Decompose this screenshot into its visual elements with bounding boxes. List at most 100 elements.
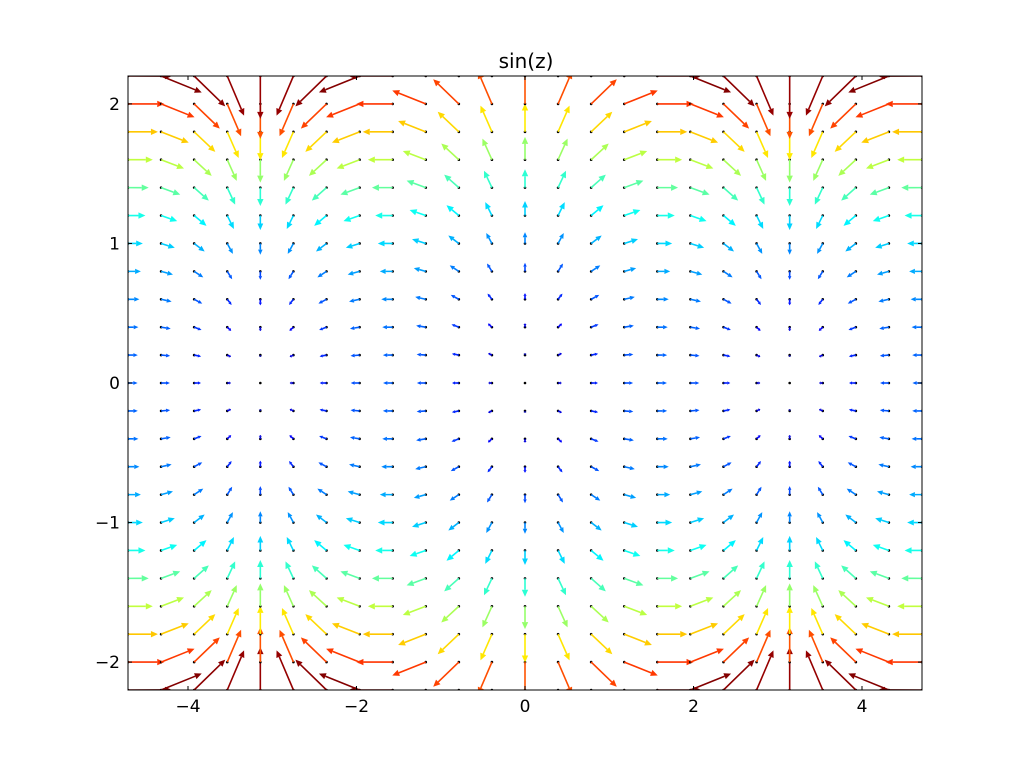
- quiver-arrow: [848, 325, 858, 331]
- arrow-head: [228, 461, 232, 465]
- arrow-head: [561, 138, 568, 147]
- arrow-shaft: [590, 521, 598, 528]
- quiver-arrow: [622, 209, 641, 217]
- arrow-shaft: [690, 573, 704, 580]
- arrow-shaft: [690, 492, 698, 496]
- arrow-head: [383, 381, 388, 385]
- arrow-head: [382, 436, 387, 441]
- quiver-arrow: [556, 170, 567, 189]
- quiver-arrow: [285, 186, 295, 205]
- arrow-shaft: [723, 517, 730, 524]
- quiver-arrow: [382, 353, 394, 358]
- arrow-head: [451, 410, 456, 414]
- arrow-head: [877, 490, 884, 496]
- arrow-shaft: [281, 103, 295, 131]
- arrow-head: [563, 652, 570, 661]
- arrow-head: [817, 274, 822, 280]
- quiver-arrow: [656, 353, 668, 358]
- arrow-head: [824, 659, 832, 667]
- arrow-head: [816, 537, 822, 545]
- arrow-shaft: [590, 116, 608, 133]
- arrow-head: [343, 215, 352, 222]
- quiver-arrow: [382, 325, 394, 330]
- arrow-shaft: [451, 209, 460, 217]
- arrow-shaft: [722, 663, 751, 690]
- arrow-head: [559, 497, 564, 503]
- arrow-head: [523, 411, 527, 413]
- x-tick-label: 0: [520, 697, 531, 717]
- quiver-arrow: [877, 490, 891, 496]
- arrow-shaft: [557, 466, 562, 471]
- quiver-arrow: [225, 629, 242, 664]
- quiver-arrow: [383, 381, 394, 385]
- arrow-head: [347, 490, 354, 496]
- arrow-head: [601, 615, 609, 623]
- quiver-arrow: [225, 130, 239, 159]
- quiver-arrow: [128, 128, 158, 136]
- arrow-head: [728, 540, 736, 548]
- arrow-head: [838, 590, 846, 598]
- arrow-head: [311, 193, 320, 201]
- quiver-arrow: [257, 214, 264, 231]
- quiver-arrow: [855, 648, 891, 664]
- quiver-arrow: [451, 409, 461, 414]
- arrow-head: [451, 324, 456, 328]
- arrow-shaft: [193, 187, 205, 197]
- quiver-arrow: [225, 242, 233, 254]
- quiver-arrow: [589, 577, 606, 592]
- quiver-arrow: [656, 547, 675, 554]
- arrow-head: [629, 437, 634, 442]
- arrow-shaft: [690, 103, 718, 116]
- arrow-shaft: [226, 409, 230, 412]
- arrow-shaft: [290, 326, 294, 330]
- quiver-arrow: [159, 325, 171, 330]
- arrow-shaft: [839, 131, 857, 148]
- quiver-arrow: [722, 565, 739, 580]
- arrow-head: [289, 461, 293, 465]
- arrow-head: [385, 701, 393, 707]
- quiver-arrow: [225, 158, 237, 181]
- arrow-shaft: [722, 76, 751, 103]
- arrow-shaft: [160, 158, 178, 167]
- quiver-arrow: [556, 604, 568, 628]
- quiver-arrow: [689, 297, 701, 303]
- quiver-arrow: [622, 381, 634, 385]
- arrow-shaft: [287, 567, 295, 579]
- arrow-head: [727, 488, 733, 494]
- arrow-head: [730, 193, 739, 201]
- arrow-head: [892, 630, 900, 638]
- arrow-head: [559, 323, 563, 327]
- arrow-shaft: [557, 410, 561, 413]
- arrow-shaft: [160, 298, 168, 302]
- arrow-head: [811, 150, 818, 159]
- arrow-shaft: [488, 295, 493, 300]
- arrow-head: [523, 440, 527, 443]
- quiver-arrow: [689, 648, 724, 664]
- quiver-arrow: [381, 296, 394, 302]
- arrow-head: [165, 408, 171, 413]
- arrow-head: [737, 144, 745, 152]
- arrow-shaft: [193, 76, 221, 103]
- arrow-shaft: [623, 661, 652, 674]
- quiver-arrow: [128, 575, 149, 582]
- arrow-head: [786, 175, 793, 183]
- arrow-head: [912, 408, 917, 413]
- arrow-shaft: [690, 76, 725, 91]
- arrow-head: [235, 128, 242, 137]
- arrow-head: [846, 272, 853, 278]
- quiver-arrow: [755, 186, 765, 205]
- quiver-arrow: [287, 512, 295, 524]
- quiver-arrow: [689, 463, 701, 469]
- arrow-head: [615, 713, 622, 720]
- quiver-arrow: [257, 76, 264, 119]
- arrow-head: [362, 128, 370, 136]
- quiver-arrow: [412, 238, 428, 245]
- quiver-arrow: [300, 102, 328, 129]
- quiver-arrow: [786, 560, 793, 580]
- arrow-head: [257, 131, 264, 139]
- arrow-shaft: [193, 490, 200, 496]
- quiver-arrow: [755, 353, 761, 358]
- quiver-arrow: [622, 465, 635, 471]
- quiver-arrow: [834, 614, 858, 636]
- arrow-head: [594, 496, 601, 501]
